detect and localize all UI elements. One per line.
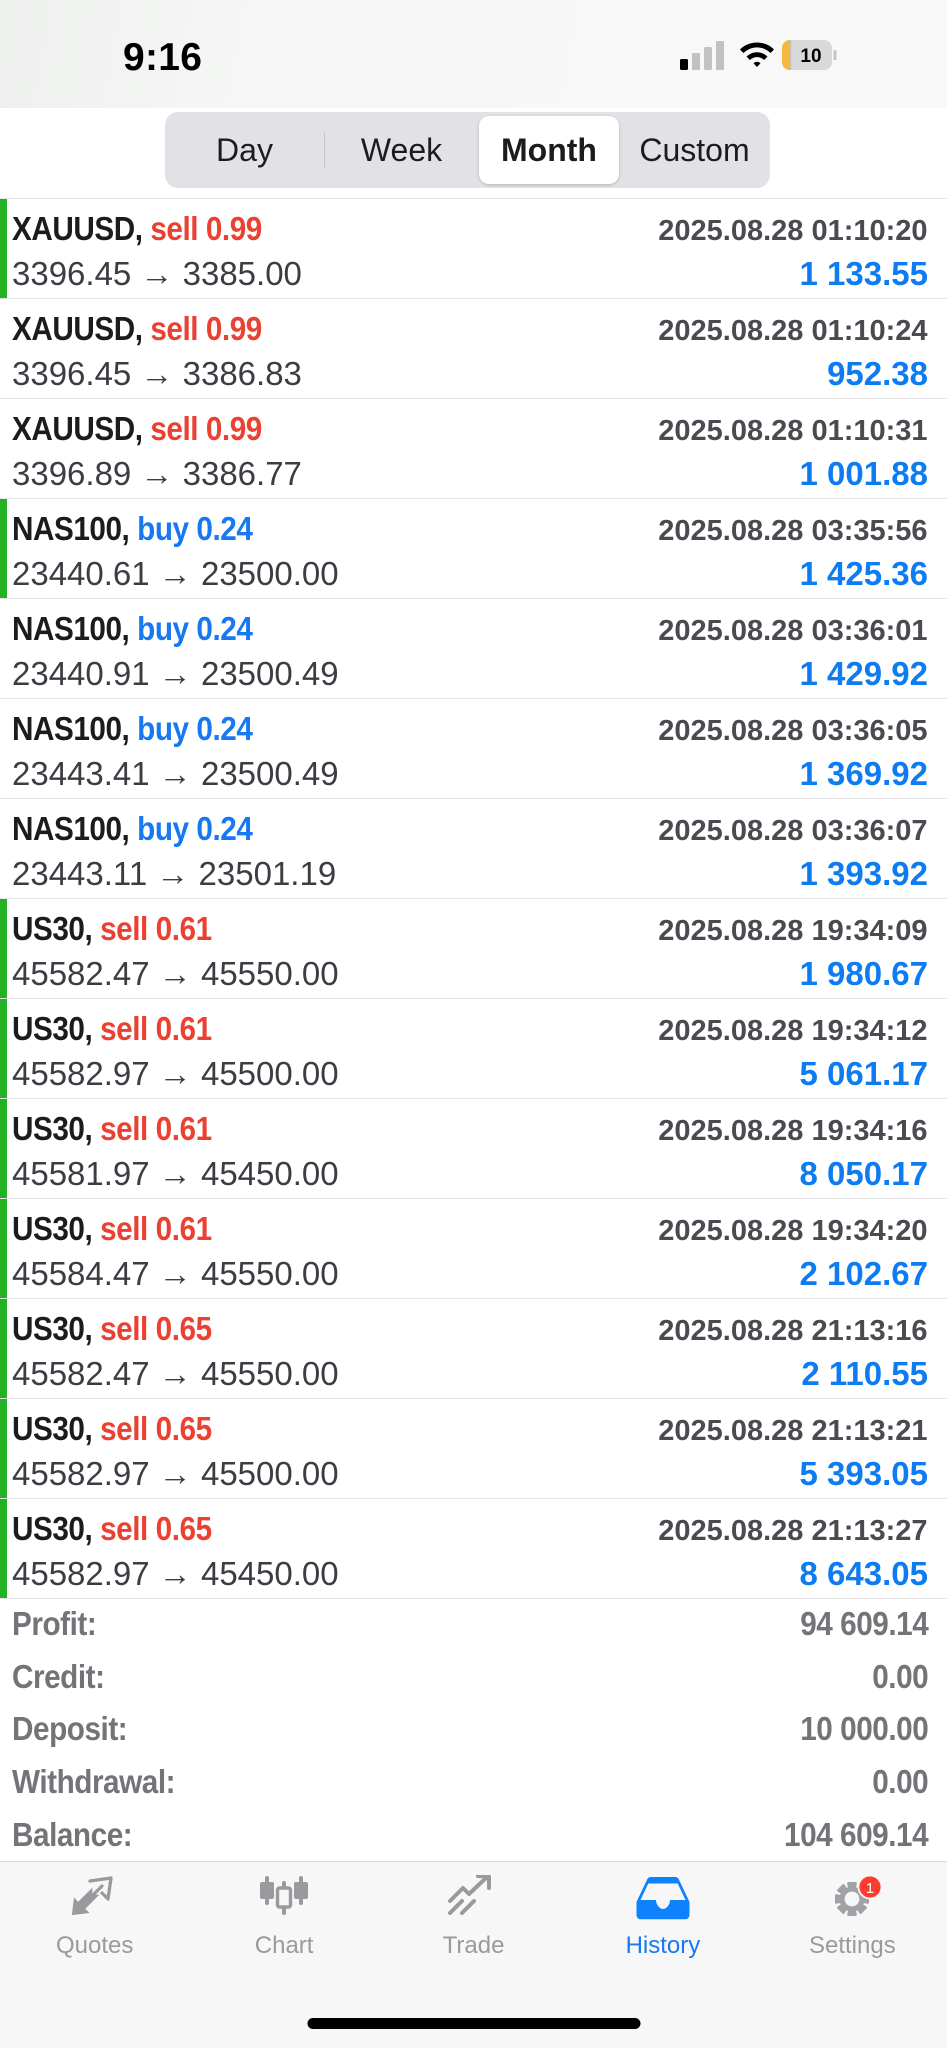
- svg-text:1: 1: [866, 1880, 874, 1897]
- svg-text:10: 10: [800, 46, 821, 67]
